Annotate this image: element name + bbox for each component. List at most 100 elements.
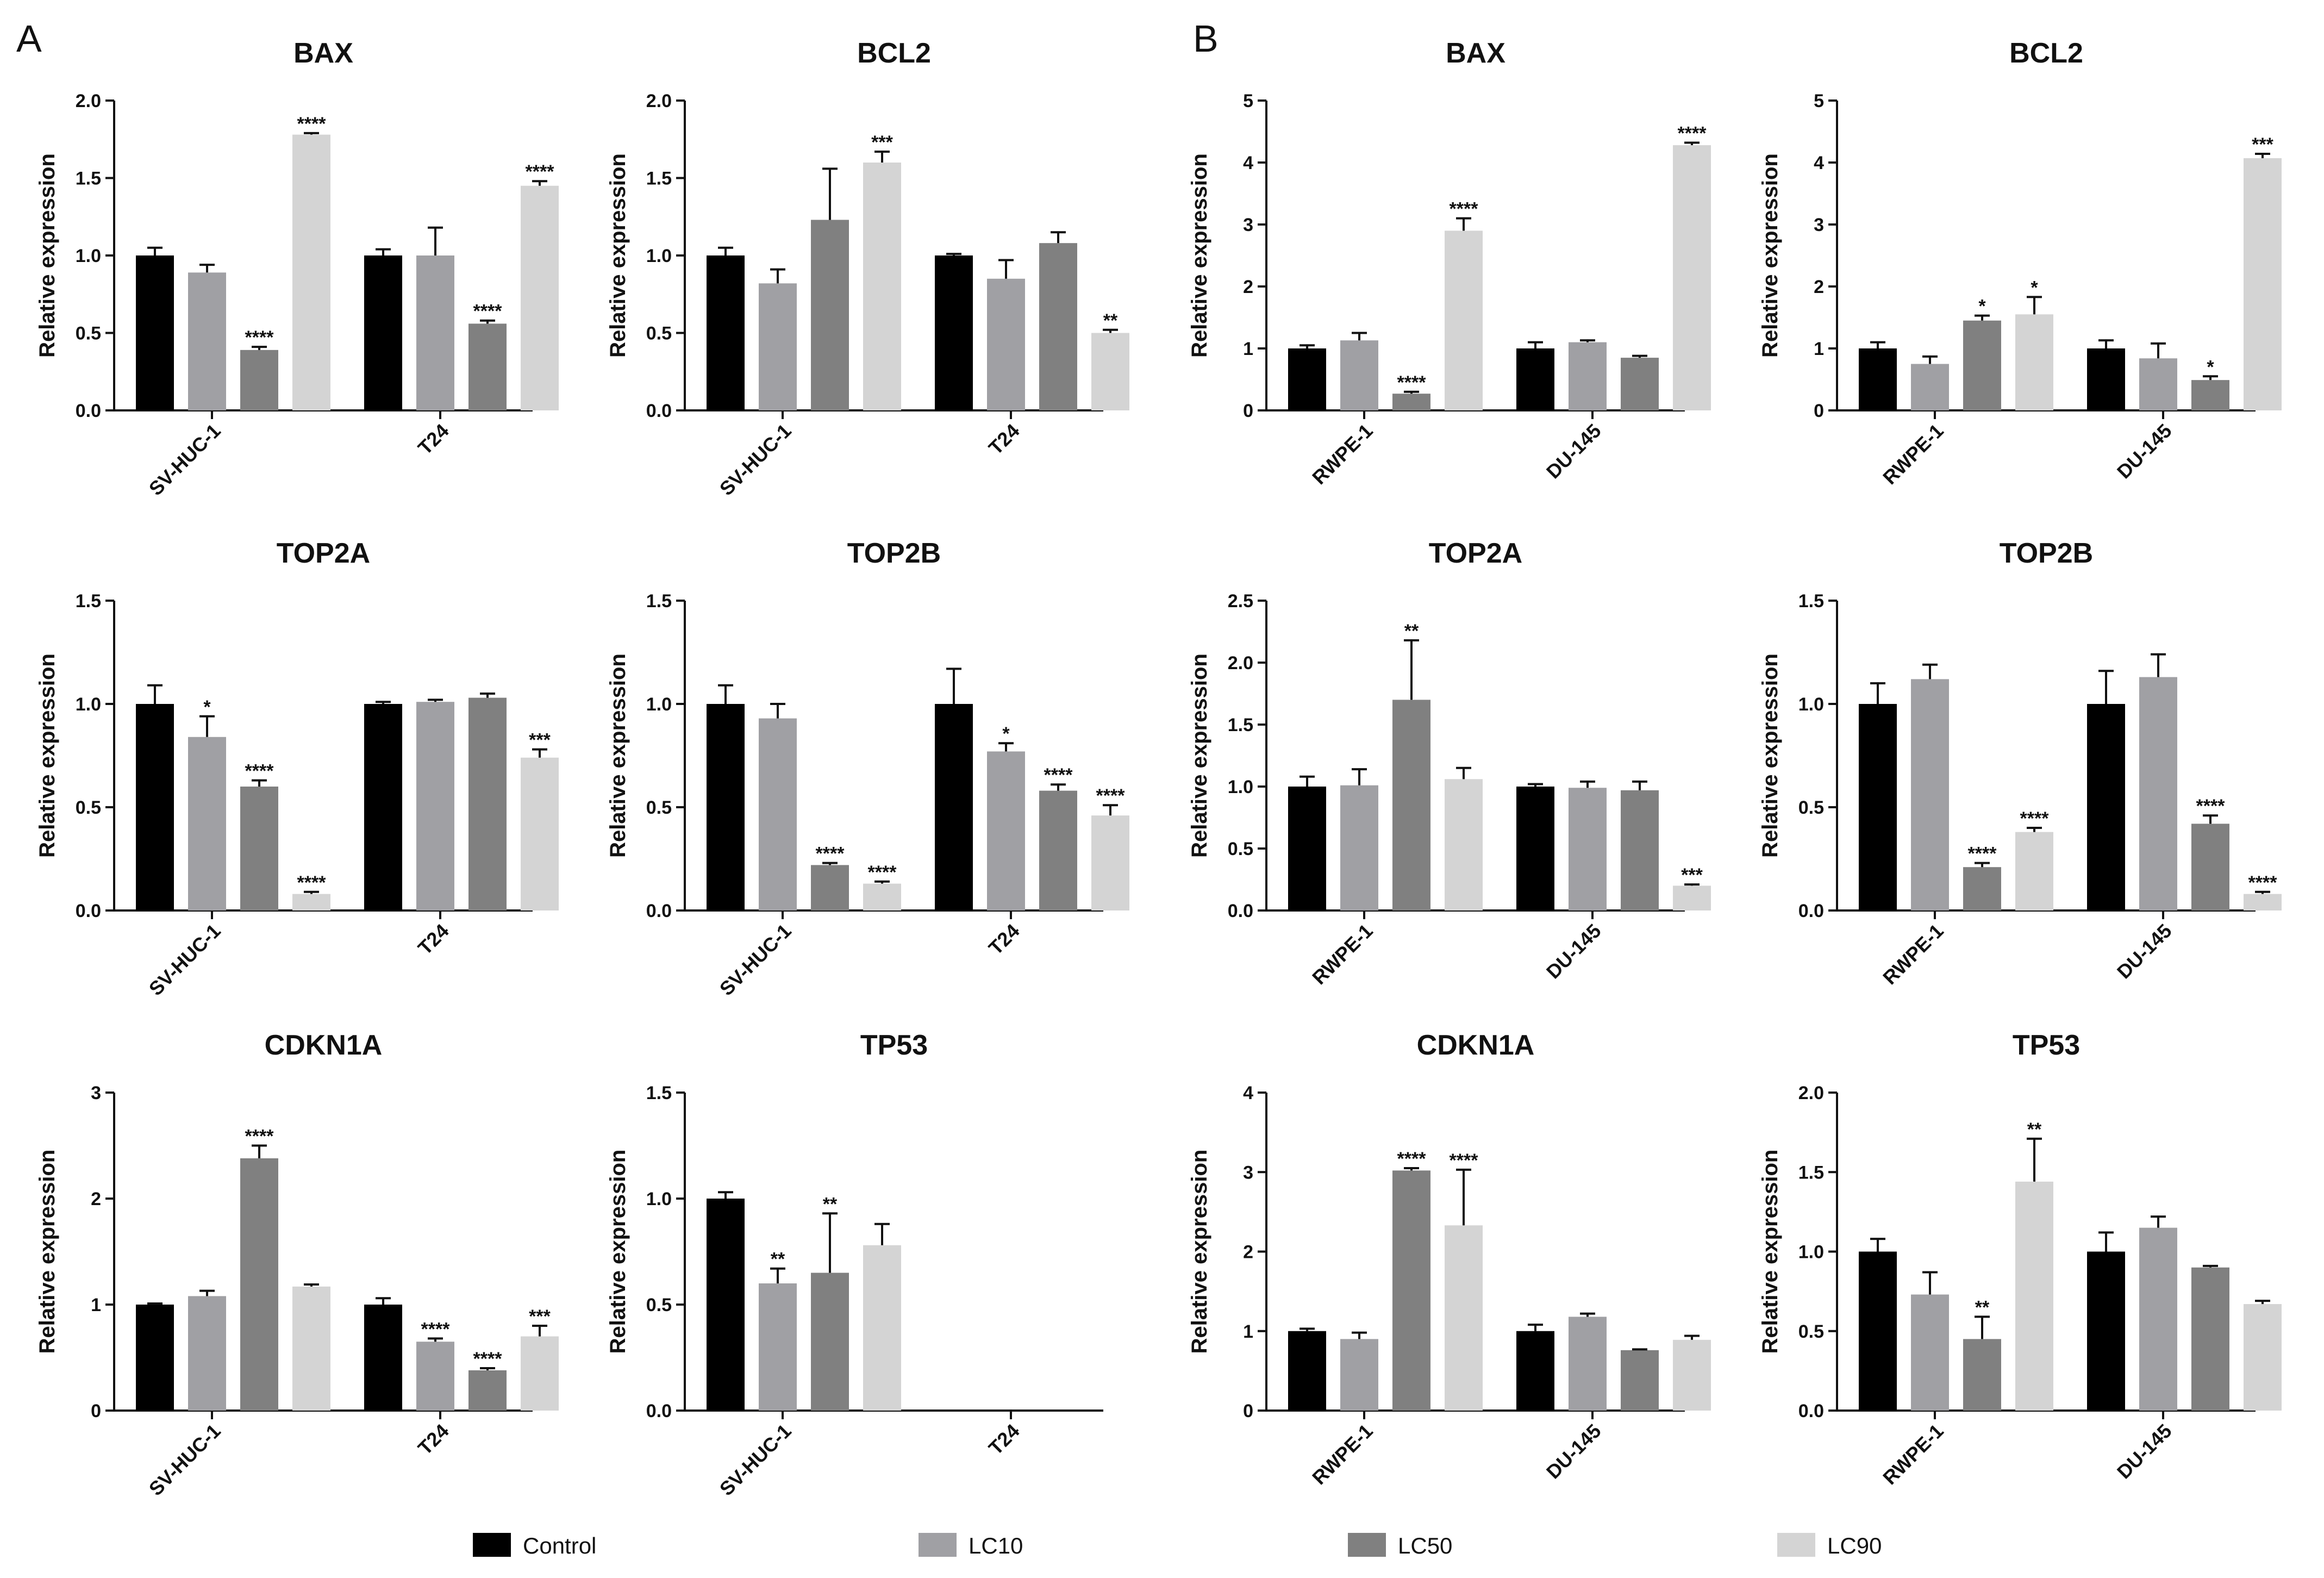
chart-9-a-cdkn1a-category-label-sv-huc-1: SV-HUC-1: [145, 1420, 225, 1500]
chart-5-a-top2a-category-label-t24: T24: [414, 920, 453, 959]
chart-10-a-tp53-title: TP53: [860, 1030, 928, 1061]
chart-3-b-bax-bar-lc50-rwpe-1: [1392, 394, 1430, 410]
panel-label-a: A: [16, 17, 42, 60]
chart-3-b-bax-title: BAX: [1446, 38, 1505, 69]
chart-6-a-top2b-ytick-label: 0.0: [646, 901, 672, 921]
chart-3-b-bax-significance-label: ****: [1678, 123, 1707, 144]
chart-10-a-tp53-significance-label: **: [823, 1194, 838, 1214]
chart-3-b-bax-y-axis-label: Relative expression: [1188, 153, 1211, 358]
chart-5-a-top2a-category-label-sv-huc-1: SV-HUC-1: [145, 920, 225, 1000]
chart-5-a-top2a-significance-label: *: [203, 697, 211, 718]
chart-11-b-cdkn1a-ytick-label: 3: [1243, 1162, 1253, 1183]
chart-6-a-top2b-significance-label: ****: [816, 844, 845, 864]
chart-2-a-bcl2-significance-label: **: [1103, 310, 1118, 331]
chart-6-a-top2b-significance-label: ****: [868, 862, 897, 883]
chart-6-a-top2b-bar-lc90-sv-huc-1: [863, 883, 901, 910]
chart-2-a-bcl2-title: BCL2: [857, 38, 931, 69]
chart-1-a-bax-ytick-label: 1.0: [76, 246, 101, 266]
chart-8-b-top2b-significance-label: ****: [2196, 796, 2226, 816]
chart-9-a-cdkn1a-bar-lc10-t24: [416, 1342, 454, 1411]
chart-2-a-bcl2-bar-lc50-sv-huc-1: [811, 220, 849, 410]
chart-11-b-cdkn1a-bar-lc90-du-145: [1673, 1339, 1711, 1411]
chart-3-b-bax-category-label-du-145: DU-145: [1542, 420, 1605, 483]
chart-10-a-tp53-category-label-sv-huc-1: SV-HUC-1: [715, 1420, 796, 1500]
chart-9-a-cdkn1a-bar-lc50-t24: [468, 1370, 507, 1411]
chart-1-a-bax-bar-lc50-t24: [468, 323, 507, 410]
chart-12-b-tp53-category-label-du-145: DU-145: [2113, 1420, 2176, 1483]
legend-swatch-lc50: [1348, 1533, 1386, 1557]
chart-9-a-cdkn1a: CDKN1A Relative expression 0 1 2 3 SV-HUC-1 ***…: [35, 1030, 559, 1500]
chart-8-b-top2b-significance-label: ****: [1968, 844, 1997, 864]
chart-2-a-bcl2-bar-control-t24: [935, 255, 973, 410]
chart-4-b-bcl2-bar-lc10-du-145: [2139, 358, 2177, 410]
chart-1-a-bax-ytick-label: 2.0: [76, 91, 101, 111]
chart-9-a-cdkn1a-bar-lc90-sv-huc-1: [292, 1286, 330, 1411]
chart-8-b-top2b-bar-control-rwpe-1: [1859, 704, 1897, 910]
panel-label-b: B: [1193, 17, 1219, 60]
chart-3-b-bax-bar-lc10-rwpe-1: [1340, 340, 1378, 410]
chart-11-b-cdkn1a-significance-label: ****: [1450, 1150, 1479, 1171]
chart-11-b-cdkn1a-bar-control-du-145: [1516, 1331, 1554, 1411]
chart-5-a-top2a-bar-lc90-sv-huc-1: [292, 894, 330, 910]
chart-12-b-tp53-significance-label: **: [1975, 1297, 1990, 1318]
chart-2-a-bcl2-bar-lc10-sv-huc-1: [759, 283, 797, 410]
chart-2-a-bcl2-ytick-label: 0.5: [646, 323, 672, 344]
chart-9-a-cdkn1a-significance-label: ***: [529, 1306, 551, 1327]
chart-3-b-bax-bar-control-du-145: [1516, 348, 1554, 410]
chart-3-b-bax-ytick-label: 2: [1243, 277, 1253, 297]
chart-1-a-bax-significance-label: ****: [297, 114, 327, 134]
chart-4-b-bcl2-ytick-label: 2: [1814, 277, 1824, 297]
legend-label-control: Control: [523, 1533, 596, 1558]
chart-9-a-cdkn1a-bar-lc10-sv-huc-1: [188, 1296, 226, 1411]
chart-7-b-top2a-bar-lc90-rwpe-1: [1445, 779, 1483, 910]
chart-10-a-tp53-bar-lc90-sv-huc-1: [863, 1245, 901, 1411]
chart-2-a-bcl2-bar-lc90-sv-huc-1: [863, 163, 901, 410]
chart-12-b-tp53-ytick-label: 1.5: [1798, 1162, 1824, 1183]
chart-8-b-top2b-bar-control-du-145: [2087, 704, 2125, 910]
chart-6-a-top2b-ytick-label: 1.0: [646, 694, 672, 715]
chart-4-b-bcl2-bar-lc50-du-145: [2191, 380, 2229, 410]
chart-6-a-top2b-bar-lc10-t24: [987, 751, 1025, 910]
chart-1-a-bax-ytick-label: 0.5: [76, 323, 101, 344]
chart-4-b-bcl2: BCL2 Relative expression 0 1 2 3 4 5 RWPE-1 * * DU-…: [1758, 38, 2282, 489]
chart-4-b-bcl2-ytick-label: 3: [1814, 215, 1824, 235]
chart-1-a-bax-bar-lc90-sv-huc-1: [292, 134, 330, 410]
chart-7-b-top2a-ytick-label: 2.0: [1228, 653, 1253, 673]
chart-4-b-bcl2-significance-label: ***: [2252, 134, 2273, 155]
chart-5-a-top2a-bar-lc50-t24: [468, 697, 507, 910]
chart-1-a-bax-ytick-label: 0.0: [76, 401, 101, 421]
chart-10-a-tp53-bar-lc10-sv-huc-1: [759, 1283, 797, 1411]
chart-5-a-top2a-ytick-label: 1.0: [76, 694, 101, 715]
chart-7-b-top2a-bar-control-rwpe-1: [1288, 787, 1326, 910]
chart-8-b-top2b-ytick-label: 1.5: [1798, 591, 1824, 612]
chart-11-b-cdkn1a-bar-control-rwpe-1: [1288, 1331, 1326, 1411]
chart-2-a-bcl2-ytick-label: 2.0: [646, 91, 672, 111]
chart-7-b-top2a-bar-lc50-du-145: [1621, 790, 1659, 910]
chart-7-b-top2a: TOP2A Relative expression 0.0 0.5 1.0 1.5 2.0 2…: [1188, 538, 1711, 989]
chart-6-a-top2b-y-axis-label: Relative expression: [606, 653, 630, 858]
legend-label-lc50: LC50: [1398, 1533, 1452, 1558]
chart-10-a-tp53-ytick-label: 0.5: [646, 1295, 672, 1315]
chart-7-b-top2a-category-label-du-145: DU-145: [1542, 920, 1605, 983]
chart-2-a-bcl2-bar-lc50-t24: [1039, 243, 1077, 410]
chart-7-b-top2a-ytick-label: 1.5: [1228, 715, 1253, 735]
chart-6-a-top2b-category-label-sv-huc-1: SV-HUC-1: [715, 920, 796, 1000]
legend-swatch-control: [473, 1533, 511, 1557]
chart-11-b-cdkn1a-category-label-du-145: DU-145: [1542, 1420, 1605, 1483]
chart-12-b-tp53-ytick-label: 1.0: [1798, 1242, 1824, 1263]
chart-8-b-top2b-y-axis-label: Relative expression: [1758, 653, 1782, 858]
chart-3-b-bax-ytick-label: 3: [1243, 215, 1253, 235]
chart-2-a-bcl2-ytick-label: 1.5: [646, 169, 672, 189]
chart-1-a-bax-bar-lc10-sv-huc-1: [188, 272, 226, 410]
chart-5-a-top2a-ytick-label: 0.0: [76, 901, 101, 921]
chart-5-a-top2a-bar-control-sv-huc-1: [136, 704, 174, 910]
chart-2-a-bcl2: BCL2 Relative expression 0.0 0.5 1.0 1.5 2.0 SV…: [606, 38, 1129, 500]
chart-9-a-cdkn1a-bar-control-sv-huc-1: [136, 1305, 174, 1411]
chart-6-a-top2b-bar-lc50-sv-huc-1: [811, 865, 849, 910]
chart-5-a-top2a-bar-lc50-sv-huc-1: [240, 787, 278, 910]
chart-9-a-cdkn1a-ytick-label: 3: [91, 1083, 101, 1103]
chart-12-b-tp53: TP53 Relative expression 0.0 0.5 1.0 1.5 2.0 RW…: [1758, 1030, 2282, 1489]
chart-10-a-tp53-category-label-t24: T24: [984, 1420, 1024, 1460]
chart-4-b-bcl2-bar-control-rwpe-1: [1859, 348, 1897, 410]
chart-8-b-top2b-bar-lc10-du-145: [2139, 677, 2177, 910]
